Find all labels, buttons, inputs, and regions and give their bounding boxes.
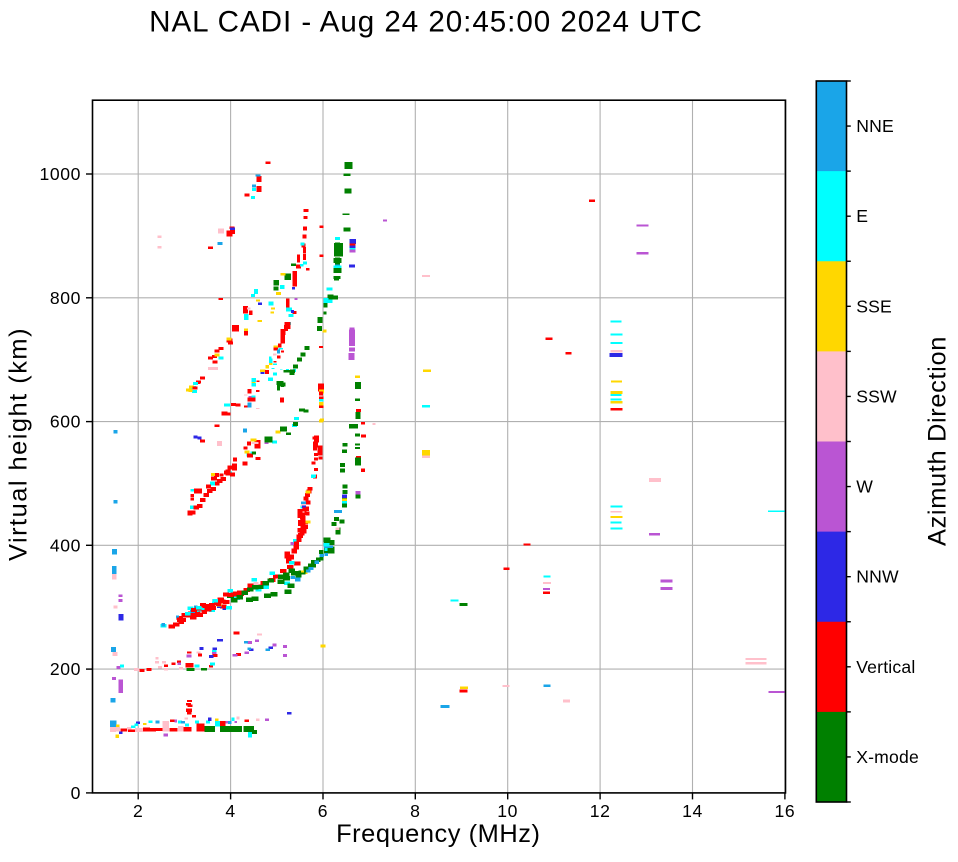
svg-text:800: 800 xyxy=(50,288,81,308)
svg-text:X-mode: X-mode xyxy=(856,747,919,767)
svg-text:400: 400 xyxy=(50,535,81,555)
svg-text:SSE: SSE xyxy=(856,296,892,316)
svg-text:NNW: NNW xyxy=(856,567,899,587)
svg-text:12: 12 xyxy=(590,801,611,821)
svg-text:Frequency (MHz): Frequency (MHz) xyxy=(336,820,540,848)
svg-text:E: E xyxy=(856,206,868,226)
svg-text:Virtual height (km): Virtual height (km) xyxy=(5,327,33,561)
svg-text:Azimuth Direction: Azimuth Direction xyxy=(924,336,952,546)
svg-text:8: 8 xyxy=(410,801,420,821)
svg-text:NNE: NNE xyxy=(856,116,894,136)
svg-text:600: 600 xyxy=(50,412,81,432)
svg-text:14: 14 xyxy=(682,801,703,821)
svg-text:16: 16 xyxy=(775,801,796,821)
svg-text:10: 10 xyxy=(497,801,518,821)
svg-text:2: 2 xyxy=(133,801,143,821)
svg-text:4: 4 xyxy=(225,801,235,821)
svg-text:1000: 1000 xyxy=(39,164,81,184)
svg-text:200: 200 xyxy=(50,659,81,679)
svg-text:W: W xyxy=(856,477,873,497)
svg-text:SSW: SSW xyxy=(856,386,897,406)
svg-text:Vertical: Vertical xyxy=(856,657,915,677)
svg-text:NAL CADI - Aug 24 20:45:00 202: NAL CADI - Aug 24 20:45:00 2024 UTC xyxy=(149,6,703,39)
svg-text:6: 6 xyxy=(318,801,328,821)
svg-text:0: 0 xyxy=(71,783,81,803)
